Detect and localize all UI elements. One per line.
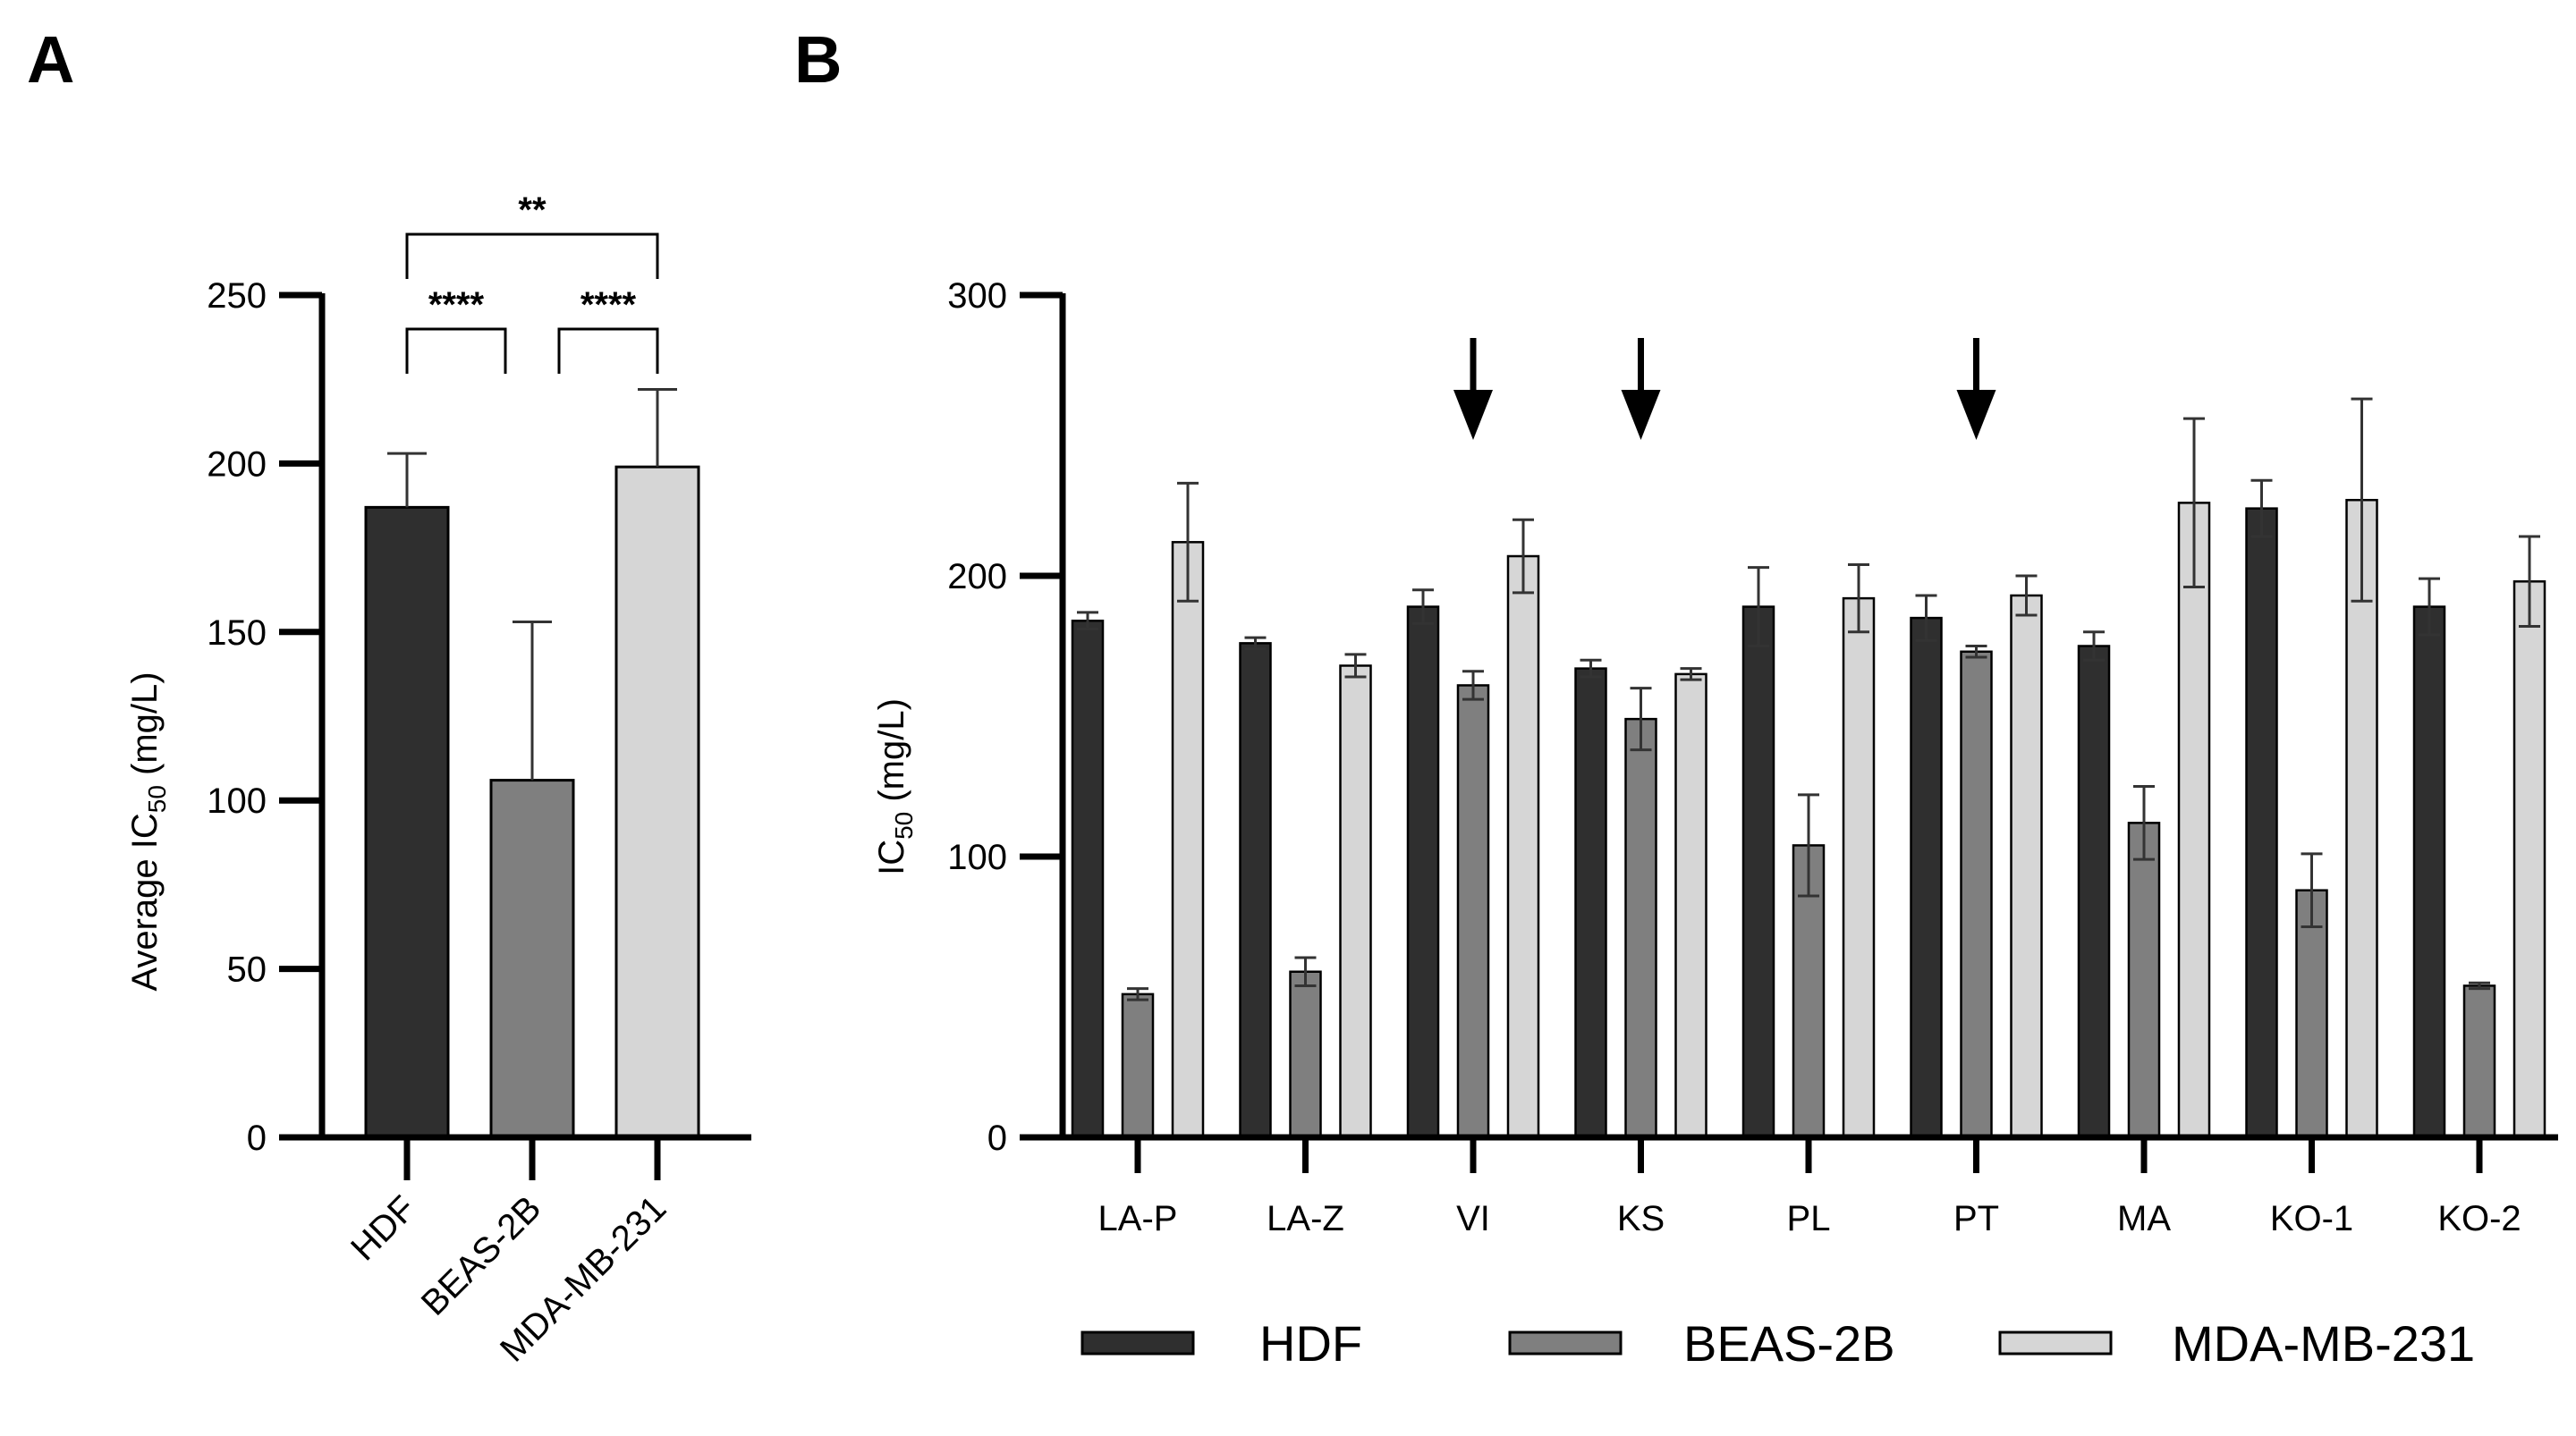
- chart-b-y-title-unit: (mg/L): [872, 698, 911, 812]
- bar-b-ko-2-1: [2462, 984, 2496, 1139]
- chart-a-bars: [364, 465, 700, 1139]
- x-tick-label-a-1: BEAS-2B: [414, 1188, 549, 1323]
- bar-b-la-z-1: [1289, 970, 1322, 1139]
- y-tick-label-a-5: 250: [207, 276, 267, 316]
- chart-b-error-bars: [1077, 397, 2540, 1001]
- chart-a-significance: ****** ****: [405, 190, 659, 374]
- bar-a-mda-mb-231: [614, 465, 700, 1139]
- legend-swatch-2: [1998, 1330, 2113, 1356]
- chart-a-y-title-main: Average IC: [125, 813, 165, 991]
- arrow-head-pt: [1956, 390, 1996, 440]
- sig-bracket-a-0: [405, 232, 659, 279]
- sig-bracket-a-2: [557, 327, 659, 374]
- sig-label-a-0: **: [518, 190, 547, 230]
- chart-b-y-title-sub: 50: [890, 812, 918, 840]
- bar-b-ko-2-2: [2512, 580, 2546, 1139]
- chart-a-y-axis-title: Average IC50 (mg/L): [125, 672, 171, 991]
- x-tick-label-b-7: KO-1: [2270, 1199, 2353, 1238]
- y-tick-label-b-3: 300: [947, 276, 1007, 316]
- bar-b-vi-0: [1406, 605, 1440, 1139]
- bar-b-la-p-0: [1071, 619, 1105, 1139]
- chart-b-axes: LA-P LA-Z VI KS PL PT MA KO-1 KO-2 0 100 200 300: [947, 276, 2558, 1238]
- panel-a-label: A: [27, 22, 74, 97]
- bar-b-ma-2: [2177, 502, 2211, 1139]
- chart-b-y-axis-title: IC50 (mg/L): [872, 698, 918, 875]
- sig-label-a-2: ****: [580, 285, 637, 325]
- x-tick-label-b-1: LA-Z: [1267, 1199, 1344, 1238]
- chart-b-arrows: [1453, 338, 1996, 440]
- y-tick-label-a-2: 100: [207, 781, 267, 821]
- chart-b-legend: HDF BEAS-2B MDA-MB-231: [1080, 1315, 2475, 1372]
- panel-b-label: B: [794, 22, 842, 97]
- x-tick-label-b-5: PT: [1953, 1199, 1999, 1238]
- x-tick-label-a-0: HDF: [343, 1188, 423, 1268]
- bar-b-ma-0: [2077, 645, 2111, 1139]
- y-tick-label-b-0: 0: [987, 1119, 1007, 1158]
- legend-label-1: BEAS-2B: [1683, 1315, 1895, 1372]
- y-tick-label-a-3: 150: [207, 613, 267, 653]
- bar-b-ko-1-0: [2245, 507, 2278, 1139]
- bar-b-ks-1: [1624, 717, 1657, 1139]
- arrow-head-ks: [1621, 390, 1661, 440]
- chart-a-y-title-sub: 50: [143, 785, 171, 813]
- y-tick-label-b-2: 200: [947, 557, 1007, 596]
- bar-b-pl-0: [1741, 605, 1775, 1139]
- arrow-head-vi: [1453, 390, 1493, 440]
- bar-b-pt-1: [1960, 650, 1993, 1139]
- bar-b-la-p-1: [1121, 993, 1155, 1139]
- x-tick-label-b-2: VI: [1456, 1199, 1490, 1238]
- chart-b-y-title-main: IC: [872, 840, 911, 875]
- bar-b-vi-1: [1456, 684, 1490, 1139]
- chart-b: LA-P LA-Z VI KS PL PT MA KO-1 KO-2 0 100 200 300 IC5…: [872, 276, 2558, 1372]
- bar-b-vi-2: [1506, 554, 1540, 1139]
- x-tick-label-b-8: KO-2: [2437, 1199, 2521, 1238]
- bar-b-pt-2: [2010, 594, 2043, 1139]
- sig-label-a-1: ****: [428, 285, 485, 325]
- legend-label-2: MDA-MB-231: [2172, 1315, 2475, 1372]
- y-tick-label-a-0: 0: [247, 1119, 267, 1158]
- bar-b-ma-1: [2127, 822, 2161, 1139]
- y-tick-label-b-1: 100: [947, 838, 1007, 877]
- bar-a-hdf: [364, 505, 450, 1139]
- chart-a-y-title-unit: (mg/L): [125, 672, 165, 785]
- bar-b-ko-2-0: [2412, 605, 2446, 1139]
- bar-b-ks-0: [1574, 667, 1607, 1139]
- legend-label-0: HDF: [1259, 1315, 1362, 1372]
- x-tick-label-b-4: PL: [1787, 1199, 1831, 1238]
- bar-b-pl-2: [1842, 596, 1876, 1139]
- legend-swatch-1: [1508, 1330, 1623, 1356]
- bar-a-beas-2b: [489, 779, 575, 1139]
- legend-swatch-0: [1080, 1330, 1195, 1356]
- chart-a-error-bars: [387, 388, 677, 781]
- sig-bracket-a-1: [405, 327, 507, 374]
- x-tick-label-b-6: MA: [2117, 1199, 2171, 1238]
- bar-b-la-p-2: [1171, 541, 1205, 1139]
- y-tick-label-a-4: 200: [207, 444, 267, 484]
- bar-b-pt-0: [1910, 616, 1943, 1139]
- bar-b-la-z-0: [1239, 642, 1272, 1139]
- y-tick-label-a-1: 50: [227, 950, 267, 990]
- x-tick-label-b-0: LA-P: [1098, 1199, 1178, 1238]
- bar-b-ks-2: [1674, 672, 1707, 1139]
- bar-b-la-z-2: [1339, 664, 1372, 1139]
- x-tick-label-b-3: KS: [1617, 1199, 1665, 1238]
